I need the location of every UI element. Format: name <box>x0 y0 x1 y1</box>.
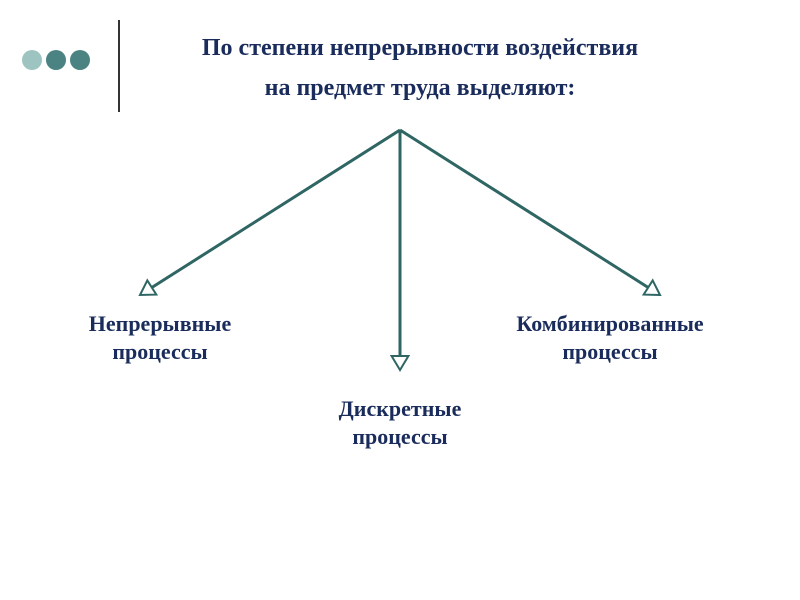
label-middle-line2: процессы <box>300 423 500 451</box>
vertical-divider <box>118 20 120 112</box>
title-line-2: на предмет труда выделяют: <box>140 68 700 108</box>
label-left-line1: Непрерывные <box>60 310 260 338</box>
dot-3 <box>70 50 90 70</box>
dot-1 <box>22 50 42 70</box>
label-middle-line1: Дискретные <box>300 395 500 423</box>
label-right-line2: процессы <box>480 338 740 366</box>
diagram-title: По степени непрерывности воздействия на … <box>140 28 700 108</box>
label-left-line2: процессы <box>60 338 260 366</box>
dot-2 <box>46 50 66 70</box>
label-middle: Дискретные процессы <box>300 395 500 451</box>
label-right: Комбинированные процессы <box>480 310 740 366</box>
decorative-dots <box>22 50 90 70</box>
title-line-1: По степени непрерывности воздействия <box>140 28 700 68</box>
label-right-line1: Комбинированные <box>480 310 740 338</box>
label-left: Непрерывные процессы <box>60 310 260 366</box>
